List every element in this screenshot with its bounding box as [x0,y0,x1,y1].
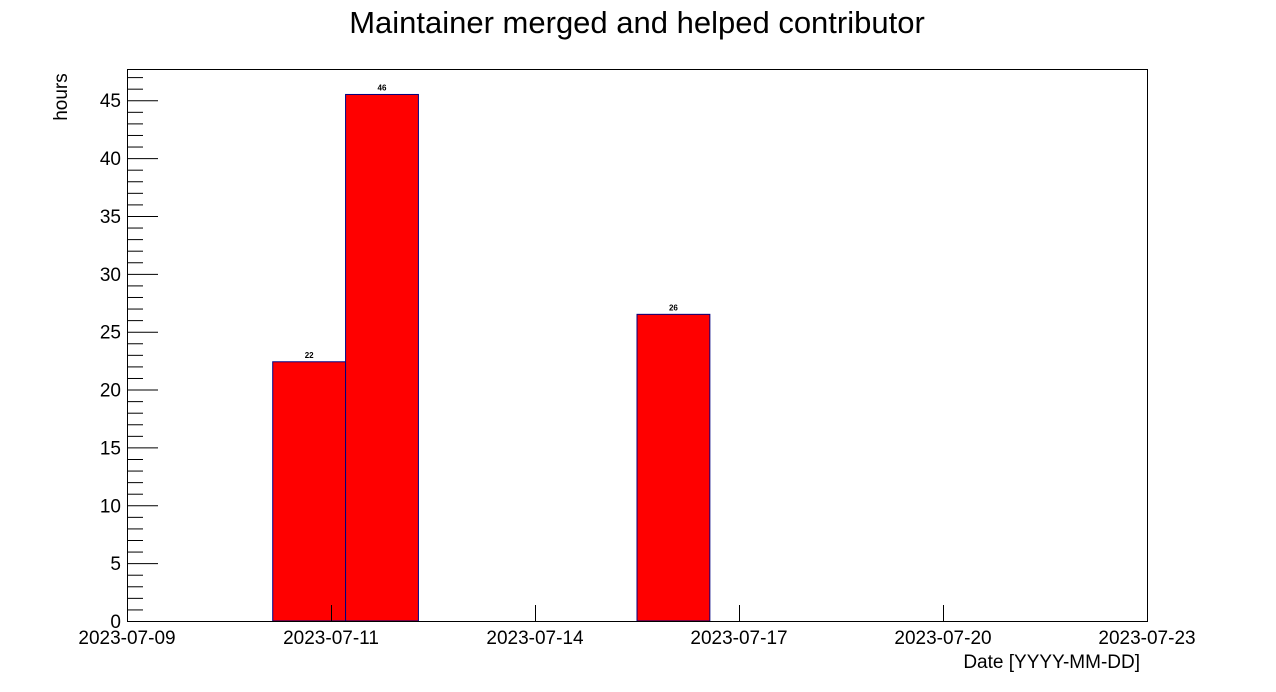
x-tick-label: 2023-07-17 [690,628,787,649]
y-tick-label: 25 [100,323,121,344]
y-tick-label: 20 [100,381,121,402]
bar-value-label: 26 [669,303,678,312]
bar [636,313,711,622]
y-tick-label: 35 [100,207,121,228]
y-axis-label: hours [51,73,72,121]
x-axis: 2023-07-09 2023-07-11 2023-07-14 2023-07-17… [78,605,1196,649]
y-tick-label: 45 [100,91,121,112]
y-tick-label: 40 [100,149,121,170]
y-tick-label: 30 [100,265,121,286]
y-tick-label: 15 [100,438,121,459]
bar [272,361,347,622]
x-tick-label: 2023-07-09 [78,628,175,649]
y-tick-label: 10 [100,496,121,517]
x-axis-label: Date [YYYY-MM-DD] [963,652,1140,673]
y-tick-label: 5 [110,554,121,575]
bar-value-label: 46 [378,83,387,92]
x-tick-label: 2023-07-11 [283,628,379,649]
y-axis: 0 5 10 15 20 25 30 35 40 45 [100,77,158,633]
y-tick-label: 0 [110,612,121,633]
x-tick-label: 2023-07-20 [894,628,991,649]
bars-group: 22 46 26 [272,83,711,622]
x-tick-label: 2023-07-14 [486,628,584,649]
x-tick-label: 2023-07-23 [1098,628,1195,649]
chart-title: Maintainer merged and helped contributor [349,5,925,40]
bar-value-label: 22 [305,351,314,360]
bar [345,93,419,622]
plot-frame [127,69,1148,622]
